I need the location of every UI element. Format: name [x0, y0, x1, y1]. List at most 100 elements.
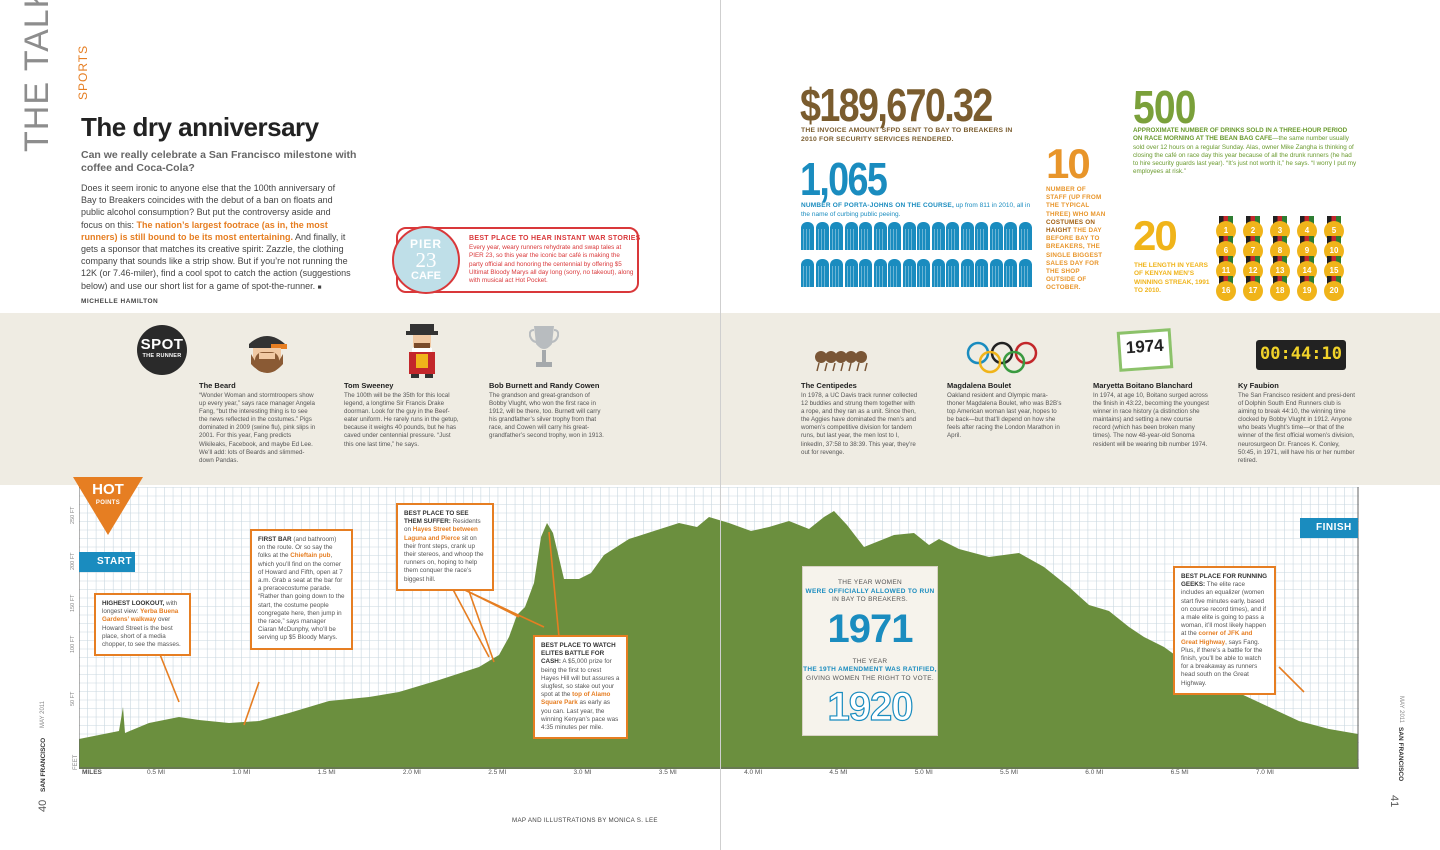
portajohn-icon: [801, 259, 814, 287]
portajohn-icon: [888, 259, 901, 287]
race-clock-icon: 00:44:10: [1256, 340, 1346, 370]
magazine-name-right: SAN FRANCISCO: [1397, 727, 1404, 782]
portajohn-icon: [815, 259, 829, 287]
medal-icon: 20: [1322, 276, 1346, 301]
portajohn-icon: [1018, 259, 1032, 287]
runner-text-blanchard: In 1974, at age 10, Boitano surged acros…: [1093, 392, 1209, 448]
race-bib-icon: 1974: [1116, 328, 1174, 372]
medal-icon: 17: [1241, 276, 1265, 301]
pier23-text: Every year, weary runners rehydrate and …: [469, 244, 634, 285]
portajohn-icon: [931, 259, 945, 287]
section-label: THE TALK: [18, 0, 56, 152]
portajohn-icon: [902, 259, 916, 287]
year-1971: 1971: [827, 606, 914, 651]
article-intro: Does it seem ironic to anyone else that …: [81, 183, 351, 305]
portajohn-icon: [989, 222, 1003, 250]
stat-drinks-caption: APPROXIMATE NUMBER OF DRINKS SOLD IN A T…: [1133, 127, 1357, 176]
stat-streak-caption: THE LENGTH IN YEARS OF KENYAN MEN’S WINN…: [1134, 262, 1210, 295]
callout-elites-battle: BEST PLACE TO WATCH ELITES BATTLE FOR CA…: [533, 635, 628, 740]
portajohn-icon: [975, 222, 988, 250]
stat-staff-caption: NUMBER OF STAFF (UP FROM THE TYPICAL THR…: [1046, 186, 1106, 292]
distance-tick-label: 5.0 MI: [914, 769, 933, 776]
stat-portajohns: 1,065: [800, 153, 888, 205]
distance-tick-label: 3.0 MI: [573, 769, 592, 776]
start-flag: START: [79, 552, 135, 572]
portajohn-icon: [1018, 222, 1032, 250]
portajohn-icon: [859, 222, 872, 250]
runner-text-sweeney: The 100th will be the 35th for this loca…: [344, 392, 459, 448]
distance-tick-label: 1.5 MI: [317, 769, 336, 776]
portajohn-icon: [960, 222, 974, 250]
portajohn-icon: [1004, 222, 1017, 250]
portajohn-icon: [931, 222, 945, 250]
distance-tick-label: 0.5 MI: [147, 769, 166, 776]
distance-tick-label: 6.5 MI: [1170, 769, 1189, 776]
stat-portajohns-caption: NUMBER OF PORTA-JOHNS ON THE COURSE, up …: [801, 202, 1031, 218]
medals-illustration: 1 2 3 4 5 6 7 8 9 10 11 12 13 14 15 16 17 18 19 20: [1214, 216, 1346, 301]
finish-flag: FINISH: [1300, 518, 1358, 538]
distance-tick-label: 1.0 MI: [232, 769, 251, 776]
runner-text-faubion: The San Francisco resident and presi-den…: [1238, 392, 1355, 464]
portajohn-icon: [801, 222, 814, 250]
trophy-icon: [529, 326, 559, 367]
portajohn-icon: [844, 259, 858, 287]
centipede-icon: [815, 351, 868, 372]
year-1920: 1920: [827, 684, 914, 729]
stat-streak: 20: [1133, 212, 1178, 259]
elevation-map: [79, 487, 1359, 769]
portajohn-icon: [873, 222, 887, 250]
distance-tick-label: 4.0 MI: [744, 769, 763, 776]
article-title: The dry anniversary: [81, 112, 319, 142]
callout-highest-lookout: HIGHEST LOOKOUT, with longest view: Yerb…: [94, 593, 191, 657]
pier23-badge: PIER 23 CAFE: [392, 226, 460, 294]
elevation-tick-label: 100 FT: [70, 635, 76, 653]
runner-name-beard: The Beard: [199, 381, 236, 390]
feet-axis-label: FEET: [73, 754, 79, 770]
portajohn-icon: [960, 259, 974, 287]
portajohn-icon: [946, 222, 959, 250]
year-box: THE YEAR WOMEN WERE OFFICIALLY ALLOWED TO…: [802, 566, 938, 736]
stat-staff: 10: [1046, 140, 1091, 187]
elevation-tick-label: 50 FT: [70, 691, 76, 706]
portajohn-icon: [830, 259, 843, 287]
runner-text-beard: “Wonder Woman and stormtroopers show up …: [199, 392, 316, 464]
distance-tick-label: 4.5 MI: [829, 769, 848, 776]
elevation-tick-label: 150 FT: [70, 594, 76, 612]
runner-text-boulet: Oakland resident and Olympic mara-thoner…: [947, 392, 1062, 440]
article-subtitle: Can we really celebrate a San Francisco …: [81, 149, 357, 174]
runner-name-burnett: Bob Burnett and Randy Cowen: [489, 381, 600, 390]
distance-tick-label: 3.5 MI: [658, 769, 677, 776]
medal-icon: 18: [1268, 276, 1292, 301]
illustration-credit: MAP AND ILLUSTRATIONS BY MONICA S. LEE: [512, 817, 658, 824]
miles-axis-label: MILES: [82, 769, 102, 776]
spot-runner-badge: SPOT THE RUNNER: [137, 325, 187, 375]
spread-gutter: [720, 0, 721, 850]
issue-date-left: MAY 2011: [40, 700, 46, 728]
portajohn-icon: [975, 259, 988, 287]
distance-tick-label: 2.0 MI: [402, 769, 421, 776]
distance-tick-label: 2.5 MI: [488, 769, 507, 776]
elevation-profile: [79, 511, 1358, 769]
runner-name-blanchard: Maryetta Boitano Blanchard: [1093, 381, 1193, 390]
runner-name-centipedes: The Centipedes: [801, 381, 857, 390]
stat-drinks: 500: [1133, 81, 1197, 133]
portajohn-icon: [873, 259, 887, 287]
points-label: POINTS: [95, 500, 121, 506]
magazine-name-left: SAN FRANCISCO: [40, 737, 47, 792]
issue-date-right: MAY 2011: [1398, 696, 1404, 724]
portajohn-icon: [844, 222, 858, 250]
olympic-rings-icon: [966, 341, 1038, 374]
stat-invoice: $189,670.32: [800, 79, 993, 131]
portajohn-illustration: [801, 222, 1033, 294]
callout-first-bar: FIRST BAR (and bathroom) on the route. O…: [250, 529, 353, 650]
stat-invoice-caption: THE INVOICE AMOUNT SFPD SENT TO BAY TO B…: [801, 127, 1013, 143]
category-label: SPORTS: [76, 44, 90, 100]
callout-running-geeks: BEST PLACE FOR RUNNING GEEKS: The elite …: [1173, 566, 1276, 695]
medal-icon: 19: [1295, 276, 1319, 301]
portajohn-icon: [917, 259, 930, 287]
distance-tick-label: 5.5 MI: [1000, 769, 1019, 776]
runner-name-sweeney: Tom Sweeney: [344, 381, 394, 390]
elevation-tick-label: 200 FT: [70, 552, 76, 570]
portajohn-icon: [989, 259, 1003, 287]
portajohn-icon: [902, 222, 916, 250]
